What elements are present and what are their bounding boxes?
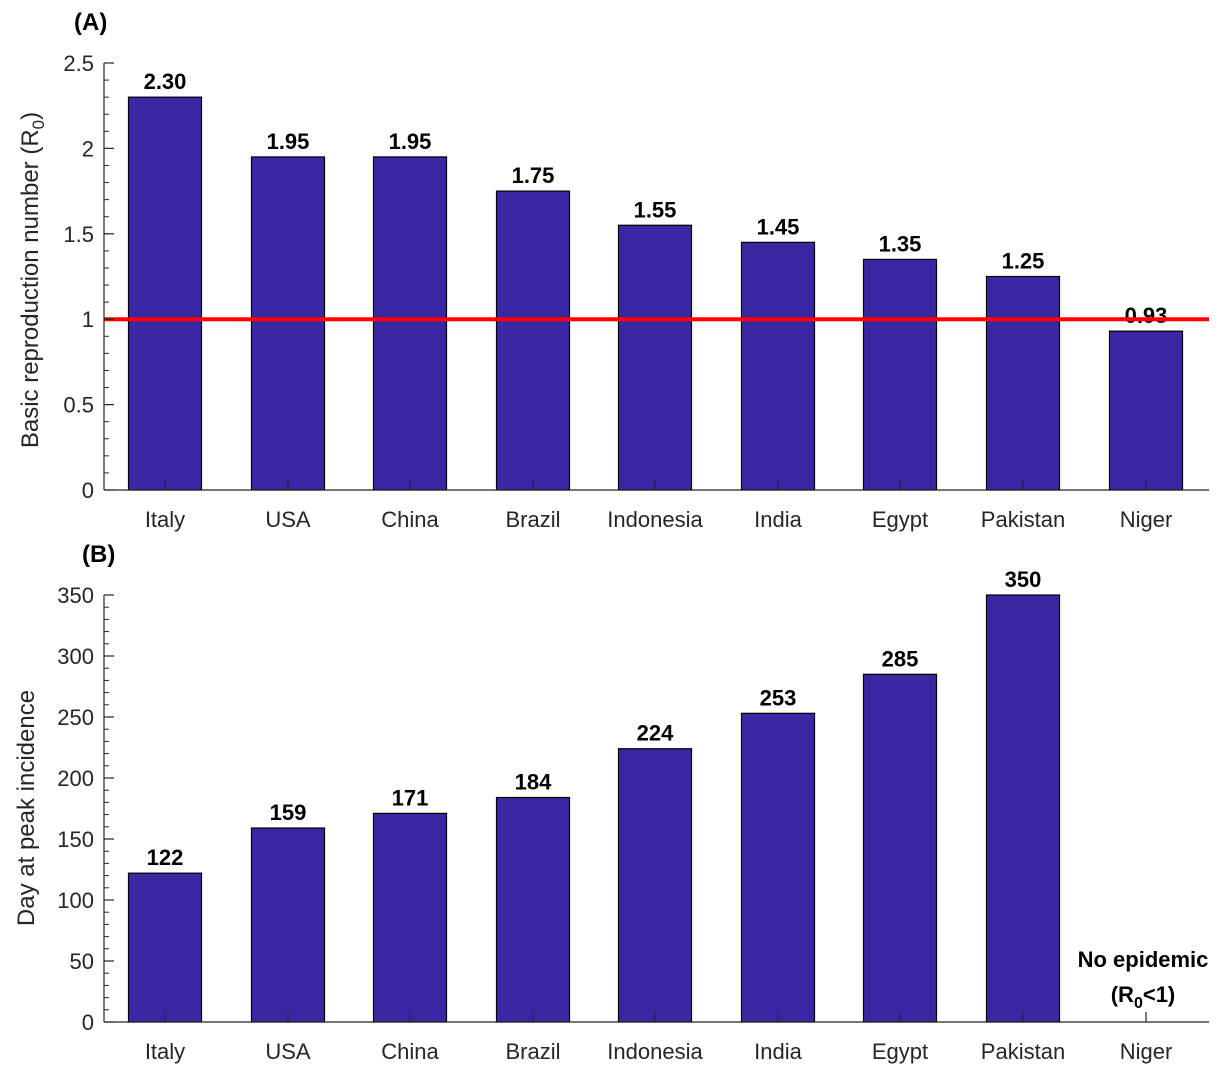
panel-b-bar-value-label: 171 [392,785,429,810]
panel-b-y-tick-label: 200 [57,766,94,791]
panel-a-bar [372,156,448,491]
panel-b-bars: 122 159 171 184 224 253 285 350 [127,567,1061,1023]
panel-b-x-tick-label: Egypt [872,1039,928,1064]
panel-a-x-tick-label: USA [265,507,311,532]
panel-a-y-axis-title-main: Basic reproduction number (R [17,129,44,448]
panel-a-y-axis-title-subscript: 0 [29,120,48,129]
panel-b-y-tick-label: 0 [82,1010,94,1035]
panel-b-bar [617,748,693,1023]
panel-b-bar [250,827,326,1023]
panel-b-x-tick-label: Pakistan [981,1039,1065,1064]
panel-a-y-tick-label: 0 [82,478,94,503]
panel-a-y-axis-title: Basic reproduction number (R0) [17,112,48,448]
panel-b-bar [740,712,816,1023]
panel-b-y-tick-label: 350 [57,583,94,608]
panel-b-x-tick-label: Niger [1120,1039,1173,1064]
panel-a-bar [250,156,326,491]
panel-b-bar-value-label: 122 [147,845,184,870]
panel-a-bar [495,190,571,491]
panel-a-y-tick-label: 2.5 [63,51,94,76]
panel-b-bar [985,594,1061,1023]
panel-a-bar-value-label: 1.35 [879,231,922,256]
panel-b-bar-value-label: 159 [270,800,307,825]
panel-a-bar-value-label: 1.95 [267,129,310,154]
panel-a-y-tick-label: 1.5 [63,222,94,247]
panel-b-bar-value-label: 224 [637,721,674,746]
panel-a-axes: 0 0.5 1 1.5 2 2.5 Italy USA China Brazil Indonesia… [63,51,1209,532]
panel-b-x-tick-label: Indonesia [607,1039,703,1064]
panel-b-x-tick-label: India [754,1039,802,1064]
panel-b-bar [862,673,938,1023]
panel-b-bar-value-label: 253 [760,685,797,710]
panel-a-bar [740,241,816,491]
panel-a: (A) Basic reproduction number (R0) 2.301… [17,9,1209,532]
panel-a-bar [862,258,938,491]
panel-a-x-tick-label: China [381,507,439,532]
panel-a-bar [617,224,693,491]
panel-a-x-tick-label: Niger [1120,507,1173,532]
panel-a-y-axis-title-suffix: ) [17,112,44,120]
panel-a-bar-value-label: 0.93 [1125,303,1168,328]
panel-b-bar [127,872,203,1023]
panel-a-y-tick-label: 1 [82,307,94,332]
panel-a-x-tick-label: India [754,507,802,532]
panel-b-x-tick-label: China [381,1039,439,1064]
panel-b-x-tick-label: Brazil [505,1039,560,1064]
panel-a-bar-value-label: 1.75 [512,163,555,188]
no-epidemic-note-suffix: <1) [1143,982,1175,1007]
panel-b-bar-value-label: 285 [882,646,919,671]
panel-a-x-tick-label: Pakistan [981,507,1065,532]
panel-b-bar-value-label: 350 [1005,567,1042,592]
panel-a-bar-value-label: 1.45 [757,214,800,239]
panel-a-label: (A) [74,9,107,36]
panel-b-y-tick-label: 100 [57,888,94,913]
panel-a-x-tick-label: Italy [145,507,185,532]
panel-b-axes: 0 50 100 150 200 250 300 350 Italy USA China Brazil… [57,583,1209,1064]
panel-a-bar-value-label: 1.95 [389,129,432,154]
panel-a-bar-value-label: 2.30 [144,69,187,94]
panel-b-bar-value-label: 184 [515,770,552,795]
panel-b-bar [495,796,571,1023]
panel-a-x-tick-label: Egypt [872,507,928,532]
panel-a-x-tick-label: Indonesia [607,507,703,532]
panel-b-label: (B) [82,541,115,568]
panel-b-y-axis-title: Day at peak incidence [13,690,40,926]
panel-a-bar [1108,330,1184,491]
panel-b-x-tick-label: USA [265,1039,311,1064]
panel-a-bar-value-label: 1.55 [634,197,677,222]
panel-a-y-tick-label: 0.5 [63,393,94,418]
panel-a-y-tick-label: 2 [82,136,94,161]
panel-a-bar-value-label: 1.25 [1002,249,1045,274]
panel-a-x-tick-label: Brazil [505,507,560,532]
panel-b-y-tick-label: 50 [70,949,94,974]
panel-b-bar [372,812,448,1023]
no-epidemic-note-subscript: 0 [1134,995,1143,1012]
panel-b: (B) Day at peak incidence 122 159 171 184 22… [13,541,1209,1064]
panel-b-y-tick-label: 250 [57,705,94,730]
panel-a-bar [985,275,1061,491]
panel-b-y-tick-label: 300 [57,644,94,669]
panel-b-y-tick-label: 150 [57,827,94,852]
no-epidemic-note-line1: No epidemic [1078,947,1209,972]
panel-a-bar [127,96,203,491]
no-epidemic-note-line2: (R0<1) [1111,982,1176,1012]
no-epidemic-note-prefix: (R [1111,982,1134,1007]
panel-a-bars: 2.30 1.95 1.95 1.75 1.55 1.45 1.35 1.25 0.93 [104,69,1209,491]
panel-b-x-tick-label: Italy [145,1039,185,1064]
